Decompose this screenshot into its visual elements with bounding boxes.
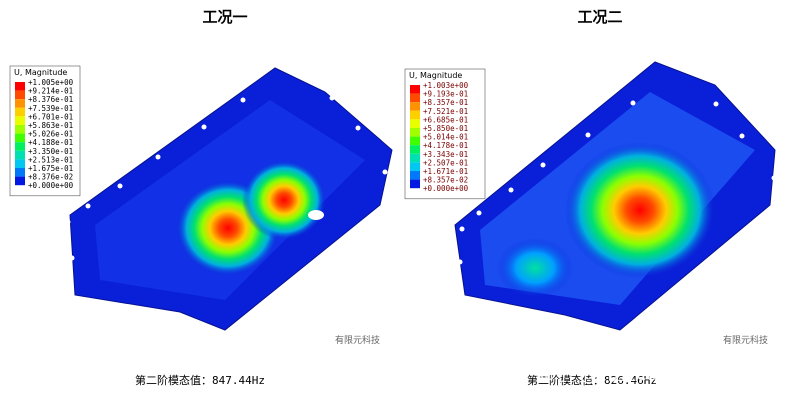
caption: 第二阶模态值：826.46Hz — [527, 373, 657, 387]
legend-label: +5.026e-01 — [28, 130, 73, 139]
legend-swatch — [410, 136, 420, 146]
legend-label: +7.521e-01 — [423, 107, 468, 116]
legend-label: +1.005e+00 — [28, 78, 74, 87]
legend-label: +0.000e+00 — [423, 184, 469, 193]
model-left — [69, 67, 393, 331]
legend-swatch — [410, 179, 420, 189]
legend-label: +3.350e-01 — [28, 147, 73, 156]
legend-label: +5.850e-01 — [423, 124, 468, 133]
model-right — [454, 61, 776, 331]
legend-swatch — [15, 90, 25, 100]
legend-swatch — [15, 99, 25, 108]
legend-swatch — [15, 107, 25, 117]
legend-label: +7.539e-01 — [28, 104, 73, 113]
legend-label: +8.376e-02 — [28, 173, 73, 182]
legend-label: +1.675e-01 — [28, 164, 73, 173]
legend-swatch — [410, 145, 420, 154]
legend-swatch — [410, 119, 420, 128]
legend-label: +4.188e-01 — [28, 138, 73, 147]
legend-label: +5.014e-01 — [423, 133, 468, 142]
legend-label: +5.863e-01 — [28, 121, 73, 130]
legend-label: +8.357e-01 — [423, 98, 468, 107]
legend-label: +8.357e-02 — [423, 176, 468, 185]
legend-label: +8.376e-01 — [28, 95, 73, 104]
legend-label: +2.513e-01 — [28, 155, 73, 164]
credit: 知乎 @元王cae工程师 — [535, 363, 727, 385]
legend-swatch — [15, 116, 25, 125]
bolt-holes — [65, 95, 777, 336]
panel-title: 工况一 — [202, 8, 247, 26]
legend-label: +6.685e-01 — [423, 115, 468, 124]
legend-swatch — [15, 168, 25, 177]
panel-title: 工况二 — [577, 8, 622, 26]
watermark: 有限元科技 — [335, 334, 380, 346]
legend-swatch — [410, 93, 420, 103]
legend-label: +0.000e+00 — [28, 181, 74, 190]
legend-swatch — [15, 133, 25, 143]
legend-label: +6.701e-01 — [28, 112, 73, 121]
legend-label: +1.671e-01 — [423, 167, 468, 176]
watermark: 有限元科技 — [723, 334, 768, 346]
caption: 第二阶模态值：847.44Hz — [135, 373, 265, 387]
legend-swatch — [410, 128, 420, 137]
legend-swatch — [410, 102, 420, 111]
legend-swatch — [15, 142, 25, 151]
legend-title: U, Magnitude — [14, 68, 67, 77]
legend-swatch — [15, 150, 25, 160]
legend-label: +3.343e-01 — [423, 150, 468, 159]
legend-swatch — [410, 171, 420, 180]
legend-swatch — [410, 162, 420, 171]
legend-label: +9.214e-01 — [28, 87, 73, 96]
legend-title: U, Magnitude — [409, 71, 462, 80]
legend-swatch — [410, 153, 420, 163]
legend-swatch — [410, 110, 420, 120]
legend-swatch — [15, 176, 25, 186]
legend-swatch — [15, 159, 25, 168]
legend-label: +2.507e-01 — [423, 158, 468, 167]
legend-label: +1.003e+00 — [423, 81, 469, 90]
legend-swatch — [410, 85, 420, 94]
legend-label: +4.178e-01 — [423, 141, 468, 150]
legend-label: +9.193e-01 — [423, 90, 468, 99]
legend-swatch — [15, 82, 25, 91]
legend-swatch — [15, 125, 25, 134]
